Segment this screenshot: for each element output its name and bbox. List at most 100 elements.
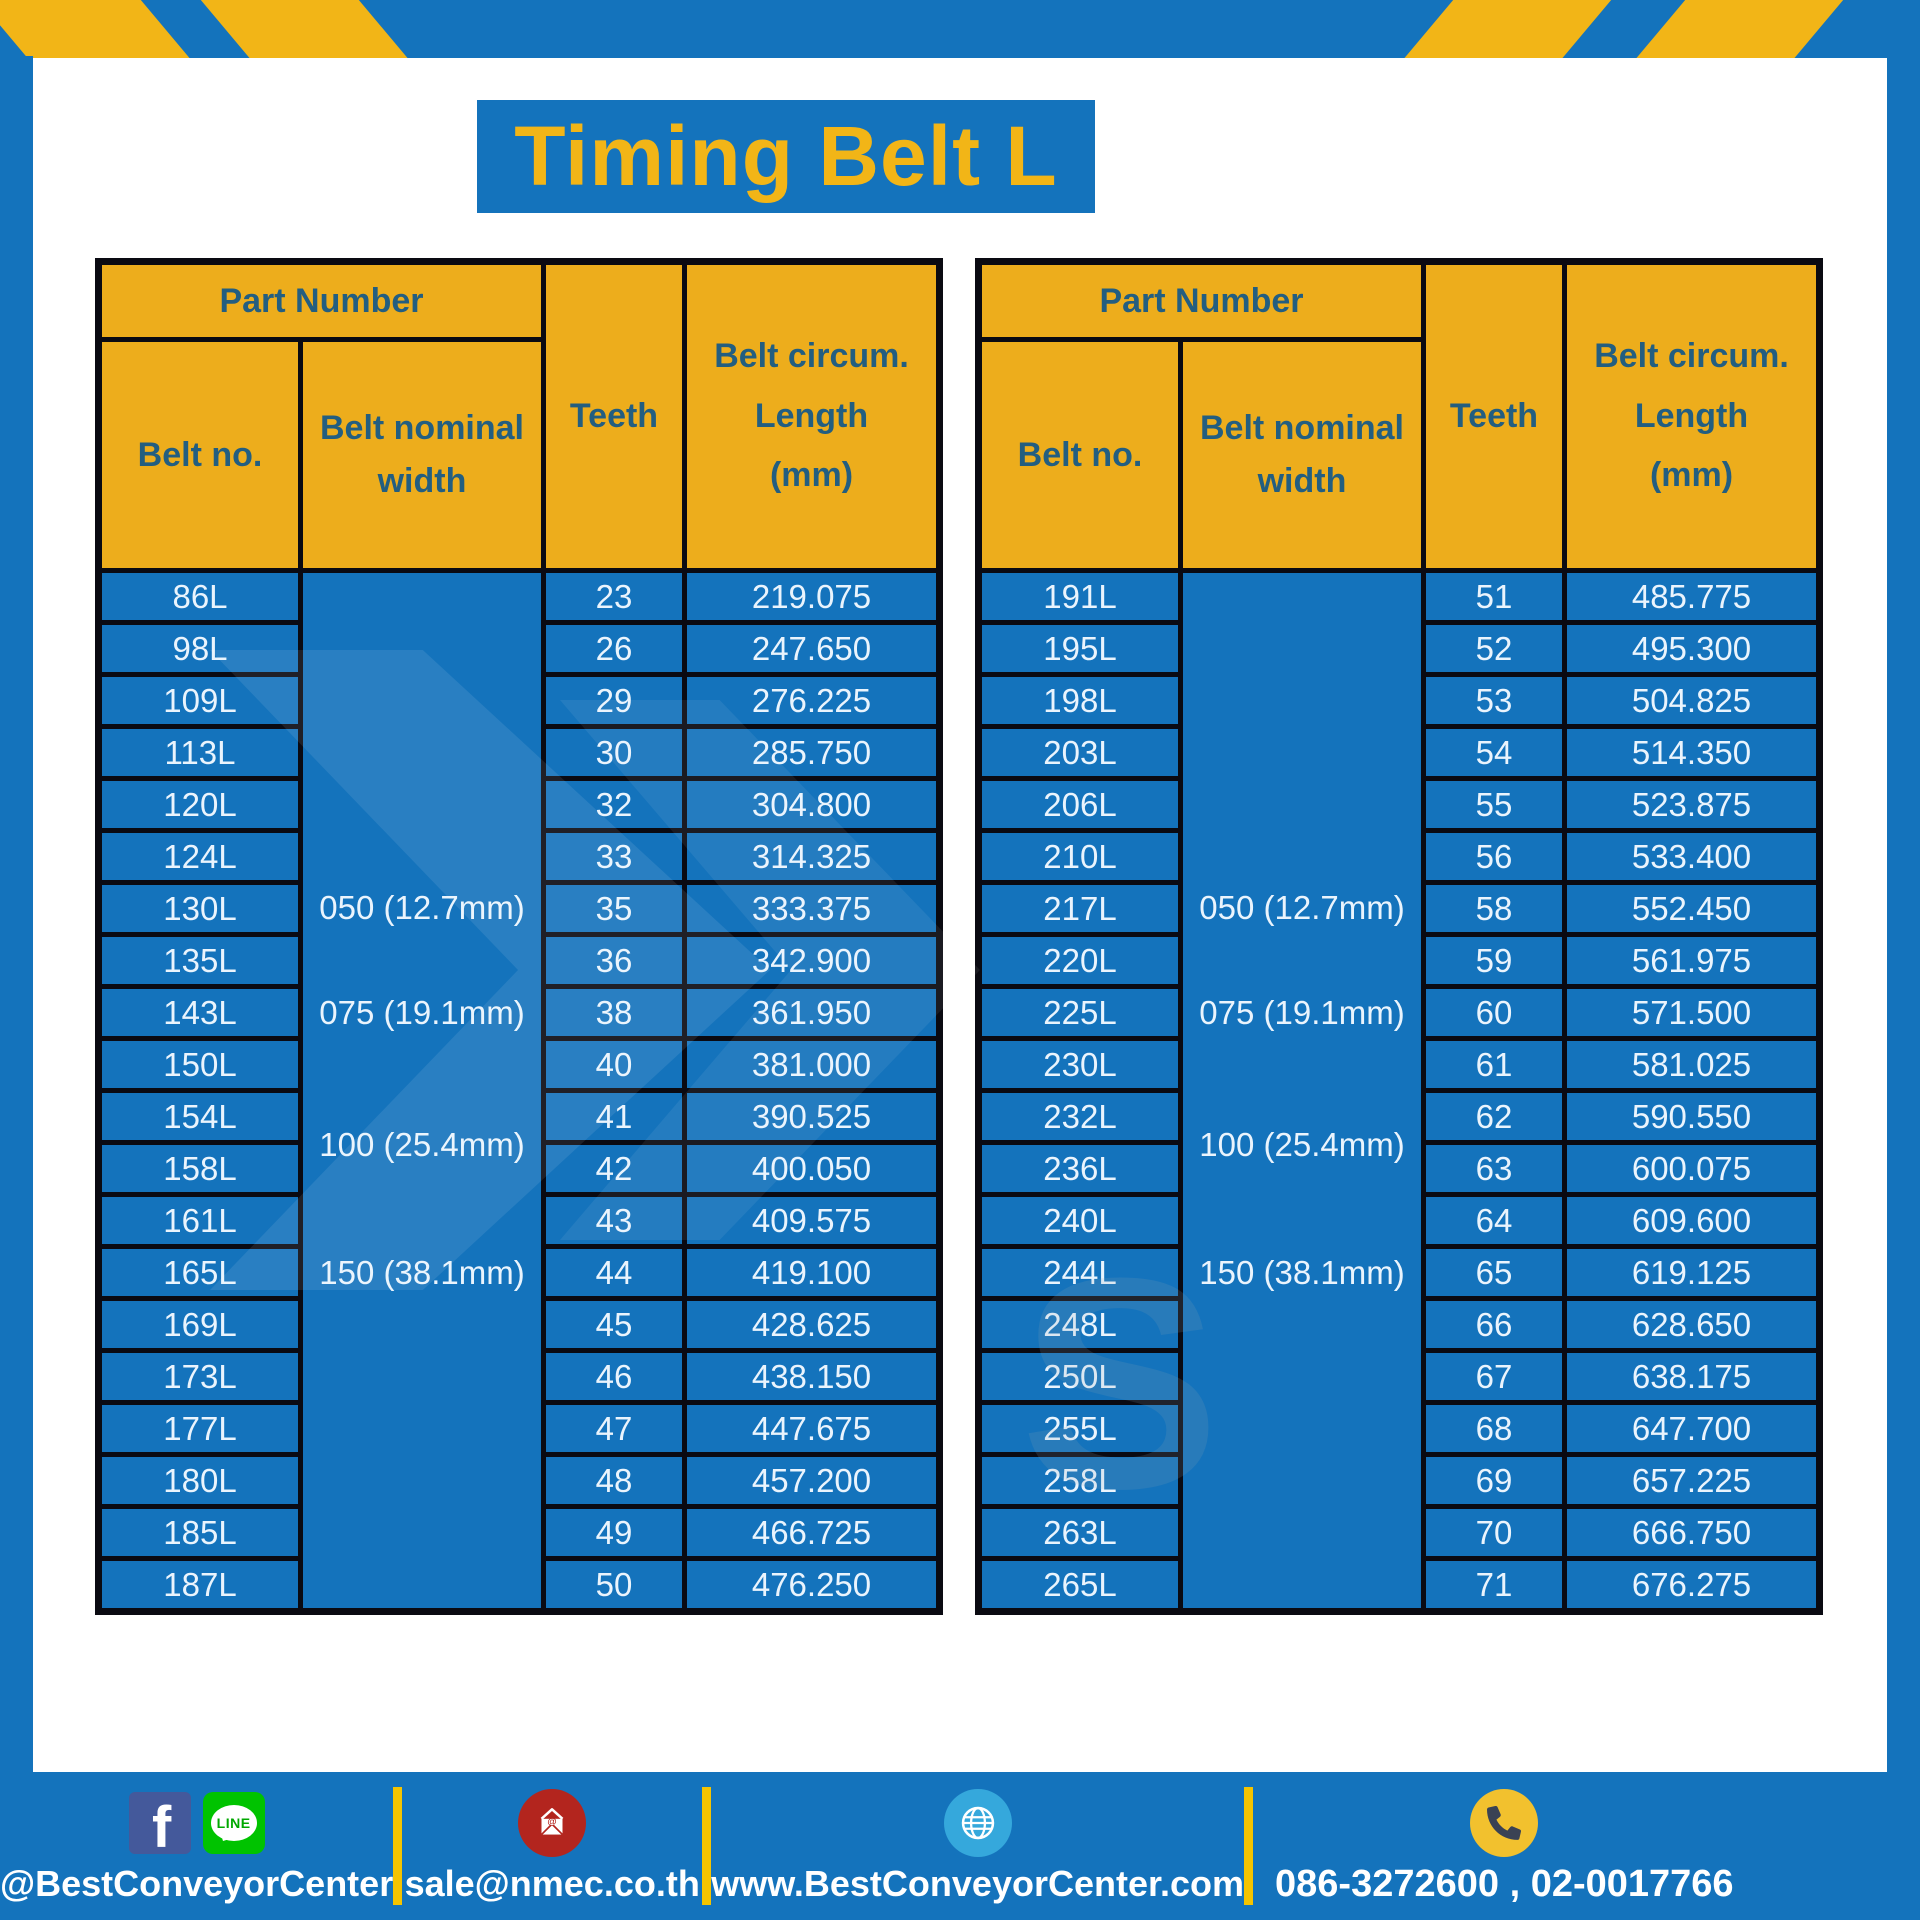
length-cell: 381.000	[687, 1041, 936, 1088]
svg-text:@: @	[548, 1817, 557, 1828]
belt-no-cell: 143L	[102, 989, 298, 1036]
length-cell: 447.675	[687, 1405, 936, 1452]
teeth-cell: 48	[546, 1457, 682, 1504]
length-cell: 333.375	[687, 885, 936, 932]
teeth-cell: 52	[1426, 625, 1562, 672]
width-label: 050 (12.7mm)	[319, 889, 525, 927]
belt-no-cell: 177L	[102, 1405, 298, 1452]
length-cell: 428.625	[687, 1301, 936, 1348]
teeth-cell: 60	[1426, 989, 1562, 1036]
teeth-cell: 33	[546, 833, 682, 880]
title-banner: Timing Belt L	[477, 100, 1095, 213]
diagonal-stripe-icon	[195, 0, 415, 58]
teeth-cell: 71	[1426, 1561, 1562, 1608]
teeth-cell: 49	[546, 1509, 682, 1556]
diagonal-stripe-icon	[1397, 0, 1617, 58]
teeth-cell: 26	[546, 625, 682, 672]
belt-no-cell: 124L	[102, 833, 298, 880]
teeth-cell: 35	[546, 885, 682, 932]
header-belt-circum-length: Belt circum. Length (mm)	[1567, 265, 1816, 568]
left-border-bar	[0, 56, 33, 1776]
teeth-cell: 23	[546, 573, 682, 620]
line-label: LINE	[216, 1815, 251, 1831]
teeth-cell: 46	[546, 1353, 682, 1400]
timing-belt-table-left: Part Number Belt no. Belt nominal width Tee…	[95, 258, 943, 1615]
length-cell: 276.225	[687, 677, 936, 724]
length-cell: 647.700	[1567, 1405, 1816, 1452]
length-cell: 247.650	[687, 625, 936, 672]
belt-no-cell: 185L	[102, 1509, 298, 1556]
teeth-cell: 69	[1426, 1457, 1562, 1504]
belt-no-cell: 191L	[982, 573, 1178, 620]
length-cell: 619.125	[1567, 1249, 1816, 1296]
length-cell: 571.500	[1567, 989, 1816, 1036]
header-teeth: Teeth	[1426, 265, 1562, 568]
length-cell: 666.750	[1567, 1509, 1816, 1556]
teeth-cell: 40	[546, 1041, 682, 1088]
teeth-cell: 29	[546, 677, 682, 724]
header-belt-no: Belt no.	[982, 342, 1178, 568]
belt-no-cell: 206L	[982, 781, 1178, 828]
header-belt-nominal-width: Belt nominal width	[1183, 342, 1421, 568]
width-label: 150 (38.1mm)	[319, 1253, 525, 1291]
belt-no-cell: 250L	[982, 1353, 1178, 1400]
footer-section-email: @ sale@nmec.co.th	[402, 1772, 702, 1920]
teeth-cell: 68	[1426, 1405, 1562, 1452]
length-cell: 438.150	[687, 1353, 936, 1400]
teeth-cell: 47	[546, 1405, 682, 1452]
belt-no-cell: 195L	[982, 625, 1178, 672]
teeth-cell: 30	[546, 729, 682, 776]
footer-divider	[393, 1787, 403, 1905]
page-title: Timing Belt L	[514, 109, 1058, 203]
length-cell: 581.025	[1567, 1041, 1816, 1088]
teeth-cell: 64	[1426, 1197, 1562, 1244]
length-cell: 476.250	[687, 1561, 936, 1608]
facebook-icon: f	[128, 1792, 191, 1854]
teeth-cell: 55	[1426, 781, 1562, 828]
length-cell: 590.550	[1567, 1093, 1816, 1140]
belt-no-cell: 135L	[102, 937, 298, 984]
belt-no-cell: 255L	[982, 1405, 1178, 1452]
globe-icon	[943, 1789, 1012, 1857]
width-label: 150 (38.1mm)	[1199, 1253, 1405, 1291]
phone-numbers-label: 086-3272600 , 02-0017766	[1275, 1862, 1734, 1905]
belt-no-cell: 217L	[982, 885, 1178, 932]
belt-no-cell: 220L	[982, 937, 1178, 984]
teeth-cell: 63	[1426, 1145, 1562, 1192]
width-label: 075 (19.1mm)	[1199, 993, 1405, 1031]
footer-divider	[702, 1787, 712, 1905]
header-part-number: Part Number	[102, 265, 541, 337]
phone-icon	[1470, 1788, 1539, 1857]
footer-section-social: f LINE @BestConveyorCenter	[0, 1772, 393, 1920]
timing-belt-table-right: Part Number Belt no. Belt nominal width Tee…	[975, 258, 1823, 1615]
email-icon: @	[518, 1789, 587, 1857]
belt-no-cell: 263L	[982, 1509, 1178, 1556]
length-cell: 552.450	[1567, 885, 1816, 932]
header-belt-nominal-width: Belt nominal width	[303, 342, 541, 568]
length-cell: 419.100	[687, 1249, 936, 1296]
belt-no-cell: 187L	[102, 1561, 298, 1608]
width-label: 100 (25.4mm)	[319, 1126, 525, 1164]
belt-no-cell: 258L	[982, 1457, 1178, 1504]
teeth-cell: 61	[1426, 1041, 1562, 1088]
length-cell: 485.775	[1567, 573, 1816, 620]
teeth-cell: 65	[1426, 1249, 1562, 1296]
belt-no-cell: 265L	[982, 1561, 1178, 1608]
length-cell: 504.825	[1567, 677, 1816, 724]
header-belt-circum-length: Belt circum. Length (mm)	[687, 265, 936, 568]
length-cell: 514.350	[1567, 729, 1816, 776]
belt-no-cell: 203L	[982, 729, 1178, 776]
belt-no-cell: 198L	[982, 677, 1178, 724]
belt-no-cell: 158L	[102, 1145, 298, 1192]
belt-no-cell: 120L	[102, 781, 298, 828]
belt-no-cell: 113L	[102, 729, 298, 776]
length-cell: 523.875	[1567, 781, 1816, 828]
teeth-cell: 70	[1426, 1509, 1562, 1556]
belt-no-cell: 165L	[102, 1249, 298, 1296]
length-cell: 533.400	[1567, 833, 1816, 880]
website-label: www.BestConveyorCenter.com	[711, 1863, 1245, 1904]
line-icon: LINE	[202, 1792, 265, 1854]
belt-no-cell: 173L	[102, 1353, 298, 1400]
line-bubble: LINE	[210, 1805, 257, 1841]
belt-no-cell: 98L	[102, 625, 298, 672]
